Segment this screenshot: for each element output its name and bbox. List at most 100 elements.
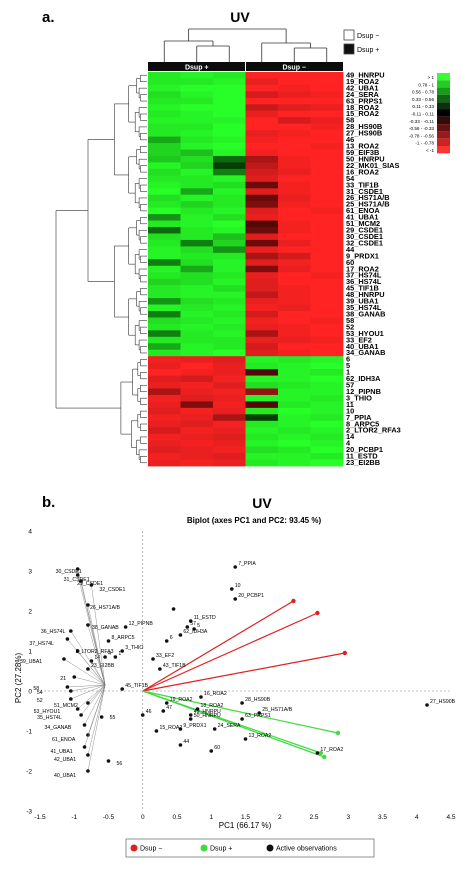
heatmap-cell xyxy=(180,188,214,196)
heatmap-cell xyxy=(213,265,246,273)
heatmap-cell xyxy=(245,104,279,112)
row-label: 38_GANAB xyxy=(346,309,385,318)
heatmap-cell xyxy=(180,278,214,286)
color-scale-swatch xyxy=(437,131,450,139)
heatmap-cell xyxy=(180,285,214,293)
heatmap-cell xyxy=(180,194,214,202)
heatmap-cell xyxy=(213,420,246,428)
heatmap-cell xyxy=(180,272,214,280)
heatmap-cell xyxy=(310,330,344,338)
heatmap-cell xyxy=(278,278,311,286)
observation-point xyxy=(113,655,118,659)
heatmap-cell xyxy=(148,227,181,234)
observation-label: 62_IDH3A xyxy=(183,629,207,635)
heatmap-cell xyxy=(180,298,214,305)
heatmap-cell xyxy=(180,246,214,254)
observation-point xyxy=(192,627,196,631)
observation-point xyxy=(257,711,262,715)
heatmap-cell xyxy=(245,349,279,357)
observation-point xyxy=(425,703,429,707)
heatmap-cell xyxy=(180,181,214,189)
heatmap-cell xyxy=(213,388,246,396)
row-label: 42_UBA1 xyxy=(346,83,378,92)
heatmap-cell xyxy=(213,220,246,228)
heatmap-cell xyxy=(213,459,246,467)
heatmap-title: UV xyxy=(230,9,250,25)
heatmap-cell xyxy=(213,343,246,351)
heatmap-cell xyxy=(278,194,311,202)
heatmap-cell xyxy=(213,246,246,254)
y-tick-label: 2 xyxy=(28,609,32,616)
legend-swatch-dsup-minus xyxy=(343,29,355,41)
color-scale-swatch xyxy=(437,124,450,132)
heatmap-cells xyxy=(148,72,344,467)
heatmap-cell xyxy=(310,298,344,305)
leader-line xyxy=(77,650,106,686)
heatmap-cell xyxy=(278,369,311,376)
heatmap-cell xyxy=(278,136,311,144)
row-label: 14 xyxy=(346,432,355,441)
heatmap-cell xyxy=(310,239,344,247)
observation-point xyxy=(82,723,87,727)
observation-point xyxy=(195,707,200,711)
observation-point xyxy=(158,667,162,671)
heatmap-cell xyxy=(148,194,181,202)
leader-line xyxy=(91,660,106,686)
observation-point xyxy=(243,737,248,741)
heatmap-cell xyxy=(148,265,181,273)
heatmap-cell xyxy=(148,72,181,79)
leader-line xyxy=(63,658,106,686)
observation-point xyxy=(178,727,183,731)
observation-label: 9_PRDX1 xyxy=(183,723,206,729)
legend-marker xyxy=(200,844,208,852)
heatmap-cell xyxy=(278,272,311,280)
panel-a-label: a. xyxy=(42,9,55,26)
heatmap-cell xyxy=(245,214,279,221)
observation-point xyxy=(233,565,238,569)
observation-point xyxy=(72,675,77,679)
observation-point xyxy=(140,713,145,717)
heatmap-cell xyxy=(245,356,279,364)
heatmap-cell xyxy=(148,330,181,338)
heatmap-cell xyxy=(213,149,246,157)
x-tick-label: 2.5 xyxy=(309,814,318,821)
heatmap-cell xyxy=(310,459,344,467)
y-tick-label: -3 xyxy=(26,809,32,816)
heatmap-cell xyxy=(245,110,279,118)
heatmap-cell xyxy=(245,84,279,92)
biplot-title: UV xyxy=(252,495,272,511)
heatmap-cell xyxy=(180,330,214,338)
observation-point xyxy=(199,695,203,699)
heatmap-cell xyxy=(278,394,311,402)
leader-line xyxy=(70,684,106,692)
heatmap-cell xyxy=(148,356,181,364)
heatmap-cell xyxy=(148,123,181,131)
row-label: 59_EIF3B xyxy=(346,148,379,157)
row-label: 45_TIF1B xyxy=(346,284,379,293)
row-label: 25_HS71A/B xyxy=(346,200,390,209)
heatmap-cell xyxy=(148,130,181,137)
heatmap-cell xyxy=(180,433,214,441)
color-scale-label: -0.78 - -0.56 xyxy=(409,133,434,138)
heatmap-cell xyxy=(213,117,246,125)
heatmap-cell xyxy=(180,143,214,150)
heatmap-cell xyxy=(310,117,344,125)
heatmap-cell xyxy=(148,394,181,402)
heatmap-cell xyxy=(278,220,311,228)
heatmap-cell xyxy=(180,453,214,460)
leader-line xyxy=(87,604,106,686)
observation-label: 25_HS71A/B xyxy=(262,707,293,713)
heatmap-cell xyxy=(245,130,279,137)
heatmap-cell xyxy=(213,323,246,331)
observation-point xyxy=(79,713,83,717)
heatmap-cell xyxy=(245,401,279,409)
heatmap-cell xyxy=(148,143,181,150)
row-label: 52 xyxy=(346,322,354,331)
heatmap-cell xyxy=(213,433,246,441)
heatmap-cell xyxy=(245,72,279,79)
heatmap-cell xyxy=(148,407,181,415)
loading-vector-tip xyxy=(318,750,324,756)
observation-label: 39_UBA1 xyxy=(20,659,42,665)
loading-vector xyxy=(142,612,318,692)
observation-point xyxy=(106,639,111,643)
